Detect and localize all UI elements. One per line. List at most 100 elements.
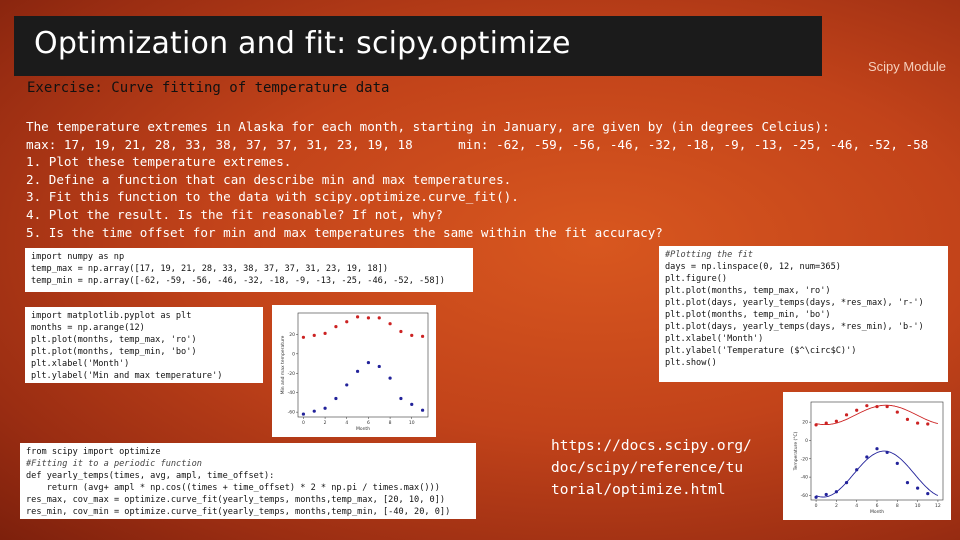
code-line: months = np.arange(12) bbox=[31, 323, 145, 333]
x-tick-label: 4 bbox=[855, 503, 858, 509]
y-tick-label: -40 bbox=[801, 475, 808, 481]
data-point bbox=[885, 404, 889, 409]
body-line: 4. Plot the result. Is the fit reasonabl… bbox=[26, 206, 444, 222]
data-point bbox=[855, 408, 859, 412]
plot-frame bbox=[810, 401, 944, 501]
code-line: temp_min = np.array([-62, -59, -56, -46,… bbox=[31, 276, 445, 286]
data-point bbox=[399, 329, 403, 334]
data-point bbox=[377, 364, 381, 369]
data-point bbox=[312, 409, 316, 413]
code-line: import numpy as np bbox=[31, 252, 125, 262]
body-line: 2. Define a function that can describe m… bbox=[26, 171, 512, 187]
data-point bbox=[334, 325, 338, 329]
body-line: 5. Is the time offset for min and max te… bbox=[26, 224, 663, 240]
data-point bbox=[345, 383, 349, 387]
data-point bbox=[814, 423, 818, 427]
code-line: plt.figure() bbox=[665, 274, 728, 284]
data-point bbox=[388, 376, 392, 380]
data-point bbox=[855, 468, 859, 472]
data-point bbox=[926, 422, 930, 426]
code-line: plt.plot(months, temp_min, 'bo') bbox=[665, 310, 831, 320]
data-point bbox=[377, 316, 381, 320]
body-line: 1. Plot these temperature extremes. bbox=[26, 154, 292, 170]
data-point bbox=[420, 408, 425, 412]
x-axis-label: Month bbox=[870, 509, 884, 515]
x-tick-label: 2 bbox=[835, 503, 838, 509]
body-line: 3. Fit this function to the data with sc… bbox=[26, 189, 519, 205]
data-point bbox=[301, 335, 306, 339]
y-tick-label: -60 bbox=[288, 410, 295, 416]
data-point bbox=[399, 396, 403, 401]
code-line: plt.xlabel('Month') bbox=[665, 334, 764, 344]
code-block-plot: import matplotlib.pyplot as plt months =… bbox=[25, 307, 263, 383]
plot-fit-image: 20 0 -20 -40 -60 0 2 4 6 8 10 12 Month Temperature (°… bbox=[783, 392, 951, 520]
y-tick-label: -40 bbox=[288, 390, 295, 396]
code-block-fit: from scipy import optimize #Fitting it t… bbox=[20, 443, 476, 519]
y-tick-label: -20 bbox=[801, 456, 808, 462]
body-line: max: 17, 19, 21, 28, 33, 38, 37, 37, 31,… bbox=[26, 136, 929, 152]
x-tick-label: 12 bbox=[935, 503, 941, 509]
fit-plot: 20 0 -20 -40 -60 0 2 4 6 8 10 12 Month Temperature (°… bbox=[793, 401, 944, 515]
data-point bbox=[834, 419, 838, 423]
code-line: res_max, cov_max = optimize.curve_fit(ye… bbox=[26, 495, 446, 505]
data-point bbox=[875, 447, 879, 451]
data-point bbox=[420, 334, 425, 338]
code-block-plot-fit: #Plotting the fit days = np.linspace(0, … bbox=[659, 246, 948, 382]
data-point bbox=[410, 333, 414, 337]
code-line: plt.plot(months, temp_max, 'ro') bbox=[31, 335, 197, 345]
url-line[interactable]: https://docs.scipy.org/ bbox=[551, 438, 752, 454]
docs-link[interactable]: https://docs.scipy.org/ doc/scipy/refere… bbox=[551, 435, 752, 501]
y-axis-label: Min and max temperature bbox=[280, 335, 286, 394]
plot-frame bbox=[297, 312, 429, 418]
x-tick-label: 0 bbox=[302, 420, 305, 426]
code-line: plt.plot(months, temp_max, 'ro') bbox=[665, 286, 831, 296]
data-point bbox=[410, 402, 414, 406]
code-comment: #Plotting the fit bbox=[665, 250, 753, 260]
x-tick-label: 8 bbox=[389, 420, 392, 426]
code-line: plt.ylabel('Temperature ($^\circ$C)') bbox=[665, 346, 857, 356]
code-line: from scipy import optimize bbox=[26, 447, 161, 457]
data-point bbox=[323, 406, 327, 410]
x-tick-label: 4 bbox=[345, 420, 348, 426]
data-point bbox=[905, 480, 910, 485]
data-point bbox=[905, 417, 910, 422]
y-axis-label: Temperature (°C) bbox=[793, 431, 799, 471]
data-point bbox=[366, 316, 371, 320]
x-tick-label: 8 bbox=[896, 503, 899, 509]
x-tick-label: 6 bbox=[367, 420, 370, 426]
code-line: plt.ylabel('Min and max temperature') bbox=[31, 371, 223, 381]
data-point bbox=[916, 486, 920, 490]
data-point bbox=[366, 360, 371, 365]
body-line: The temperature extremes in Alaska for e… bbox=[26, 119, 830, 134]
scatter-plot: 20 0 -20 -40 -60 0 2 4 6 8 10 Month Min and max temp… bbox=[280, 312, 429, 432]
x-tick-label: 2 bbox=[324, 420, 327, 426]
exercise-text: The temperature extremes in Alaska for e… bbox=[26, 118, 928, 241]
data-point bbox=[355, 315, 360, 319]
url-line[interactable]: doc/scipy/reference/tu bbox=[551, 460, 744, 476]
url-line[interactable]: torial/optimize.html bbox=[551, 482, 726, 498]
data-point bbox=[875, 404, 879, 409]
data-point bbox=[301, 412, 306, 416]
data-point bbox=[824, 492, 828, 497]
code-line: import matplotlib.pyplot as plt bbox=[31, 311, 192, 321]
code-block-data: import numpy as np temp_max = np.array([… bbox=[25, 248, 473, 292]
fit-curve bbox=[815, 450, 939, 498]
code-line: temp_max = np.array([17, 19, 21, 28, 33,… bbox=[31, 264, 388, 274]
code-line: plt.xlabel('Month') bbox=[31, 359, 130, 369]
y-tick-label: 0 bbox=[805, 438, 808, 444]
plot-scatter-image: 20 0 -20 -40 -60 0 2 4 6 8 10 Month Min and max temp… bbox=[272, 305, 436, 437]
data-point bbox=[834, 490, 838, 494]
y-tick-label: 0 bbox=[292, 351, 295, 357]
data-point bbox=[844, 480, 849, 485]
x-tick-label: 10 bbox=[915, 503, 921, 509]
data-point bbox=[355, 369, 360, 373]
data-point bbox=[916, 421, 920, 425]
data-point bbox=[323, 331, 327, 336]
code-line: plt.plot(months, temp_min, 'bo') bbox=[31, 347, 197, 357]
code-line: plt.plot(days, yearly_temps(days, *res_m… bbox=[665, 322, 924, 332]
module-label: Scipy Module bbox=[868, 59, 947, 74]
data-point bbox=[814, 495, 818, 499]
x-tick-label: 0 bbox=[815, 503, 818, 509]
title-bar bbox=[14, 16, 822, 76]
x-tick-label: 6 bbox=[876, 503, 879, 509]
